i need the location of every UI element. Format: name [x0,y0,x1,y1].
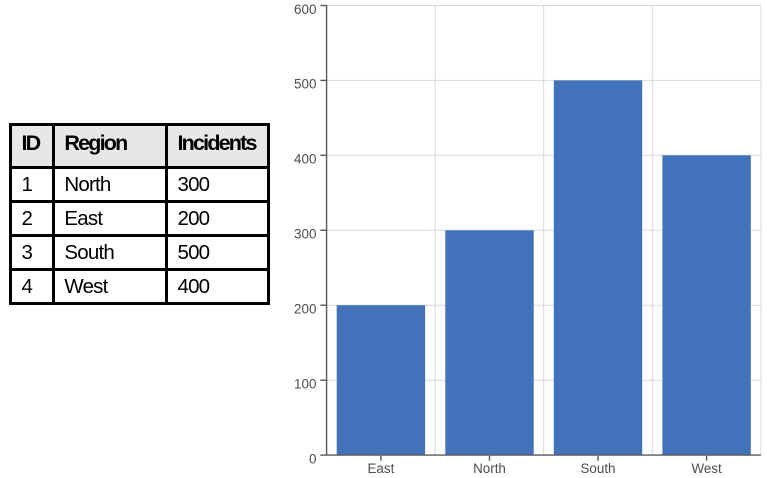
svg-text:200: 200 [294,302,316,317]
svg-text:100: 100 [294,377,316,392]
svg-text:East: East [368,461,395,476]
svg-text:600: 600 [294,2,316,17]
svg-text:0: 0 [309,451,316,466]
svg-text:West: West [691,461,722,476]
svg-text:500: 500 [294,77,316,92]
svg-text:400: 400 [294,152,316,167]
svg-text:North: North [473,461,506,476]
svg-text:300: 300 [294,227,316,242]
svg-text:South: South [581,461,616,476]
